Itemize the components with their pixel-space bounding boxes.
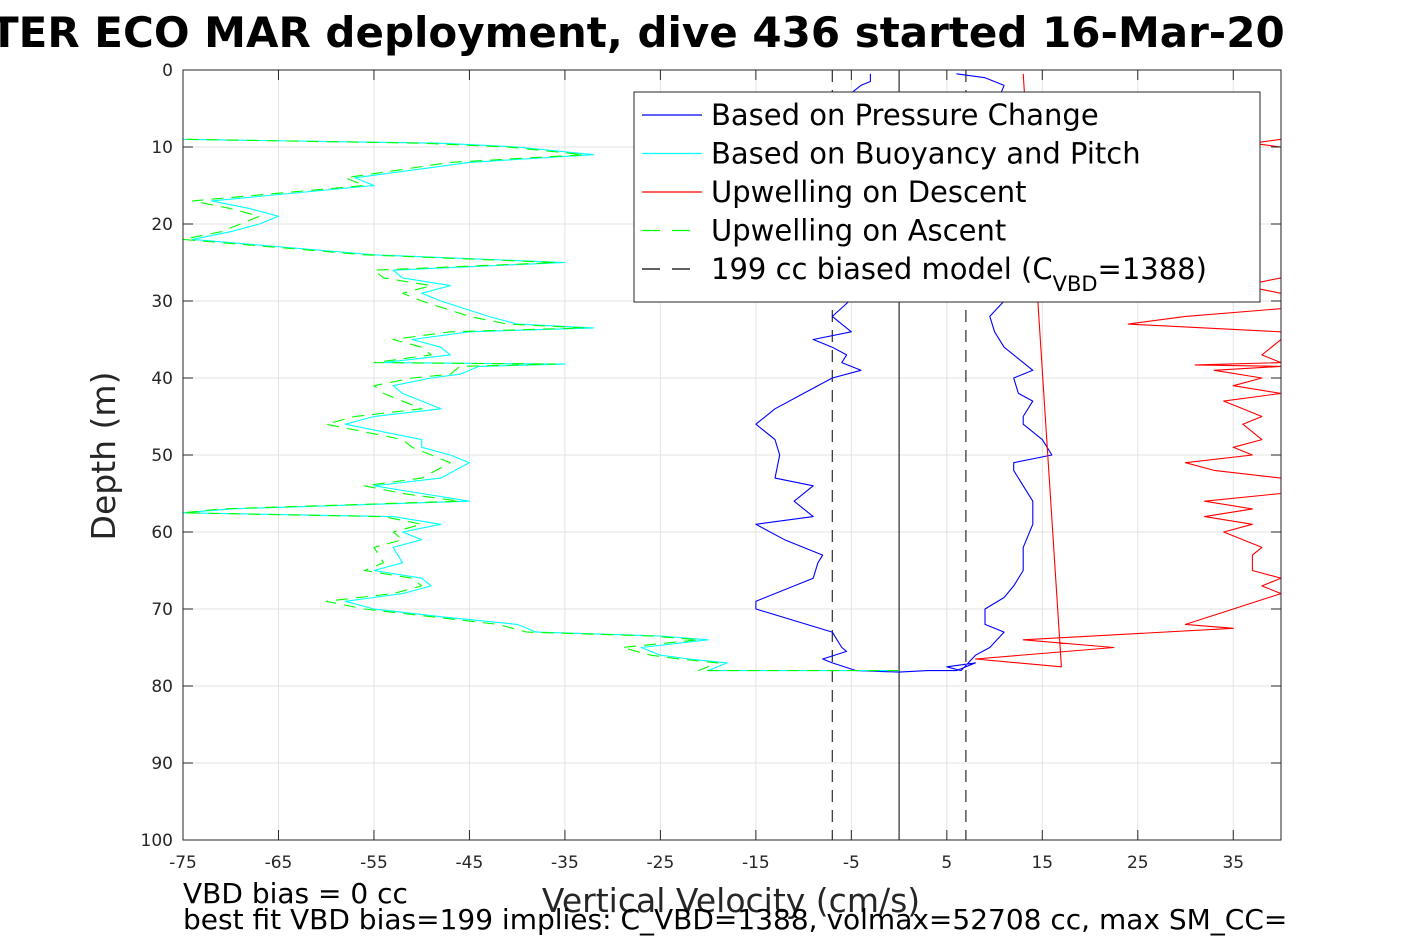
x-tick-label: -55	[360, 853, 388, 873]
y-tick-label: 100	[141, 831, 173, 851]
x-tick-label: -75	[169, 853, 197, 873]
x-tick-label: -65	[265, 853, 293, 873]
best-fit-note: best fit VBD bias=199 implies: C_VBD=138…	[183, 903, 1287, 936]
legend-label-0: Based on Pressure Change	[711, 98, 1099, 132]
vbd-bias-note: VBD bias = 0 cc	[183, 877, 408, 910]
series-line-based-on-pressure-change	[755, 73, 1053, 673]
legend-label-subscript: VBD	[1053, 272, 1098, 296]
y-tick-label: 20	[151, 215, 173, 235]
x-axis-label: Vertical Velocity (cm/s)	[542, 881, 920, 920]
x-tick-label: -45	[456, 853, 484, 873]
y-tick-label: 30	[151, 292, 173, 312]
y-tick-label: 70	[151, 600, 173, 620]
legend-label-4: 199 cc biased model (CVBD=1388)	[711, 252, 1207, 296]
y-tick-label: 0	[162, 61, 173, 81]
series-line-based-on-buoyancy-and-pitch	[183, 138, 900, 672]
legend-label-1: Based on Buoyancy and Pitch	[711, 137, 1141, 171]
legend-label-text: 199 cc biased model (C	[711, 252, 1053, 286]
legend-label-2: Upwelling on Descent	[711, 175, 1027, 209]
x-tick-label: -5	[843, 853, 860, 873]
x-tick-label: 15	[1031, 853, 1053, 873]
x-tick-label: -15	[742, 853, 770, 873]
legend: Based on Pressure Change Based on Buoyanc…	[633, 91, 1261, 303]
x-tick-label: -25	[647, 853, 675, 873]
legend-box	[633, 91, 1261, 303]
y-tick-label: 80	[151, 677, 173, 697]
series-line-upwelling-on-descent	[974, 73, 1281, 668]
series-line-upwelling-on-ascent	[183, 138, 900, 672]
x-tick-label: 25	[1127, 853, 1149, 873]
x-tick-label: 5	[941, 853, 952, 873]
y-tick-label: 90	[151, 754, 173, 774]
legend-label-text: Based on Pressure Change	[711, 98, 1099, 132]
y-tick-label: 40	[151, 369, 173, 389]
x-tick-label: -35	[551, 853, 579, 873]
legend-label-text: Based on Buoyancy and Pitch	[711, 137, 1141, 171]
legend-label-text: Upwelling on Ascent	[711, 214, 1006, 248]
y-tick-label: 60	[151, 523, 173, 543]
chart-title: TER ECO MAR deployment, dive 436 started…	[0, 8, 1285, 57]
y-tick-label: 50	[151, 446, 173, 466]
legend-label-suffix: =1388)	[1098, 252, 1207, 286]
legend-label-text: Upwelling on Descent	[711, 175, 1027, 209]
y-axis-label: Depth (m)	[84, 372, 123, 541]
x-tick-label: 35	[1222, 853, 1244, 873]
y-tick-label: 10	[151, 138, 173, 158]
ticks: -75 -65 -55 -45 -35 -25 -15 -5 5 15 25 350102030405…	[141, 61, 1281, 873]
legend-label-3: Upwelling on Ascent	[711, 214, 1006, 248]
